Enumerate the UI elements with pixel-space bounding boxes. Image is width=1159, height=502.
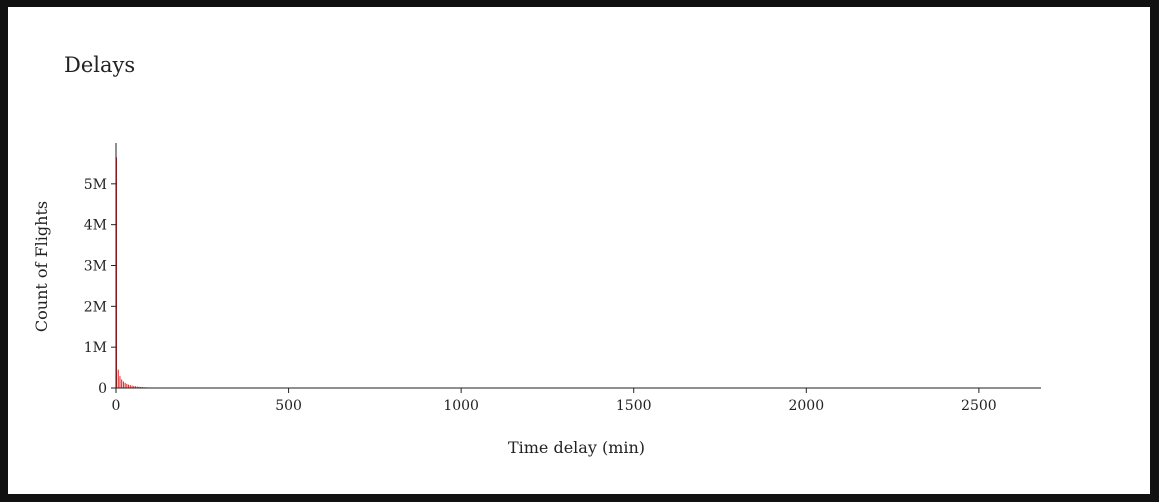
x-tick: 2000 xyxy=(788,388,824,414)
y-axis-label: Count of Flights xyxy=(32,201,51,332)
x-tick: 2500 xyxy=(961,388,997,414)
histogram-bar xyxy=(136,386,138,388)
histogram-bar xyxy=(121,379,123,388)
x-tick-label: 2500 xyxy=(961,398,997,414)
histogram-bar xyxy=(131,385,133,388)
y-tick: 5M xyxy=(84,177,116,193)
histogram-bar xyxy=(119,376,121,388)
chart-title: Delays xyxy=(64,53,136,77)
x-tick: 1000 xyxy=(443,388,479,414)
x-tick: 500 xyxy=(275,388,302,414)
histogram-bar xyxy=(134,386,136,388)
histogram-chart: 0 500 1000 1500 2000 2500 0 1M 2M 3M 4M 5M Time de… xyxy=(32,143,1041,457)
y-tick-label: 4M xyxy=(84,218,107,234)
histogram-bar xyxy=(140,386,142,388)
y-tick-label: 5M xyxy=(84,177,107,193)
histogram-bar xyxy=(129,385,131,388)
histogram-bar xyxy=(133,386,135,388)
histogram-bar xyxy=(122,381,124,388)
x-axis-label: Time delay (min) xyxy=(508,438,645,457)
y-tick: 2M xyxy=(84,299,116,315)
y-tick: 1M xyxy=(84,340,116,356)
chart-panel: Delays 0 500 1000 1500 2000 2500 0 1M 2M 3M 4M 5M … xyxy=(8,7,1150,494)
x-tick-label: 1500 xyxy=(616,398,652,414)
histogram-bar xyxy=(126,383,128,388)
histogram-bar xyxy=(128,384,130,388)
histogram-bar xyxy=(138,386,140,388)
x-tick-label: 1000 xyxy=(443,398,479,414)
histogram-bar xyxy=(124,382,126,388)
x-tick-label: 500 xyxy=(275,398,302,414)
x-tick-label: 2000 xyxy=(788,398,824,414)
y-axis-ticks: 0 1M 2M 3M 4M 5M xyxy=(84,177,116,397)
x-tick-label: 0 xyxy=(112,398,121,414)
histogram-bar xyxy=(117,369,119,388)
y-tick-label: 1M xyxy=(84,340,107,356)
y-tick: 4M xyxy=(84,218,116,234)
x-axis-ticks: 0 500 1000 1500 2000 2500 xyxy=(112,388,997,414)
y-tick: 0 xyxy=(98,381,116,397)
x-tick: 1500 xyxy=(616,388,652,414)
x-tick: 0 xyxy=(112,388,121,414)
y-tick-label: 0 xyxy=(98,381,107,397)
y-tick-label: 3M xyxy=(84,259,107,275)
y-tick: 3M xyxy=(84,259,116,275)
y-tick-label: 2M xyxy=(84,299,107,315)
bars-group xyxy=(116,157,180,388)
